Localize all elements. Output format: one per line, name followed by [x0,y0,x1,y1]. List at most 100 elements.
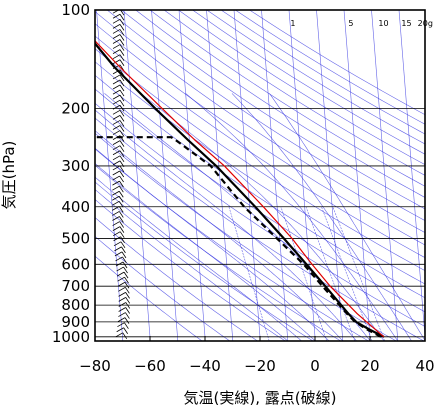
wind-barb-flag [118,206,124,213]
wind-barb-flag [119,59,125,66]
moist-adiabat-line [269,93,425,341]
wind-barb [114,251,123,257]
wind-barb [112,226,121,231]
wind-barb-flag [119,216,124,223]
dry-adiabat-line [121,10,425,210]
wind-barbs [111,10,131,340]
wind-barb-flag [124,276,129,284]
wind-barb-flag [119,24,125,31]
mixing-ratio-label: 1 [290,19,295,28]
moist-adiabat-line [95,130,344,341]
wind-barb [112,130,121,135]
wind-barb-flag [119,115,125,122]
wind-barb-flag [125,292,130,299]
wind-barb [112,39,121,44]
x-tick-label: 40 [415,357,434,375]
wind-barb-flag [124,287,130,294]
wind-barb [112,18,121,24]
wind-barb-flag [121,251,127,259]
wind-barb [118,297,126,302]
dry-adiabat-line [95,117,425,341]
wind-barb [114,246,122,252]
wind-barb [112,160,121,166]
wind-barb [112,89,121,95]
wind-barb [112,54,121,60]
wind-barb [111,200,120,206]
wind-barb-flag [124,322,129,329]
wind-barb-flag [119,120,125,127]
wind-barb [112,24,121,29]
y-tick-label: 600 [61,255,90,273]
dry-adiabat-line [95,88,425,313]
wind-barb-flag [119,140,125,147]
wind-barb [112,94,121,100]
wind-barb [112,120,121,125]
wind-barb [112,170,120,176]
wind-barb-flag [119,231,125,238]
wind-barb-flag [119,110,125,117]
moist-adiabat-line [95,176,302,341]
wind-barb [112,125,121,130]
wind-barb [112,79,121,85]
mixing-ratio-line [321,206,373,341]
isotherm-line [343,10,371,341]
mixing-ratio-label: 20g [418,19,433,28]
wind-barb-flag [119,89,125,97]
wind-barb-flag [118,201,124,208]
dry-adiabat-line [178,10,425,165]
wind-barb-flag [119,84,125,92]
wind-barb-flag [119,130,125,137]
wind-barb-flag [119,19,125,26]
wind-barb-flag [119,34,125,41]
wind-barb-flag [121,246,126,254]
wind-barb-flag [119,94,125,102]
wind-barb-flag [119,170,125,178]
y-tick-label: 700 [61,277,90,295]
moist-adiabat-line [185,93,399,341]
wind-barb [112,206,120,211]
wind-barb-flag [125,307,130,314]
wind-barb [112,180,120,186]
wind-barb [115,332,123,338]
y-tick-label: 400 [61,198,90,216]
grid-layer [95,10,425,341]
wind-barb [116,266,124,272]
x-tick-label: −20 [244,357,276,375]
mixing-ratio-label: 10 [378,19,388,28]
wind-barb [112,145,121,151]
temperature-profile-line [95,41,385,338]
wind-barb [112,115,121,120]
wind-barb [115,261,124,267]
y-axis-title: 気圧(hPa) [0,141,18,210]
wind-barb-flag [119,29,125,36]
wind-barb-flag [119,79,125,87]
isotherm-line [206,10,234,341]
dry-adiabat-line [95,23,425,246]
dry-adiabat-line [135,10,425,198]
wind-barb [112,216,120,221]
tick-labels: 1 5 10 15 20g1002003004005006007008009001000… [52,1,435,375]
wind-barb-flag [122,332,128,340]
wind-barb [112,29,121,34]
dry-adiabat-line [107,10,425,221]
parcel-profile-line [95,39,385,338]
wind-barb [113,231,121,237]
wind-barb-flag [119,105,125,112]
dry-adiabat-line [95,255,203,341]
wind-barb [112,49,121,54]
x-tick-label: 0 [310,357,320,375]
wind-barb [116,327,124,333]
wind-barb-flag [119,180,124,188]
x-tick-label: 20 [360,357,379,375]
wind-barb-flag [119,145,125,152]
isotherm-line [398,10,425,341]
wind-barb-flag [119,221,124,228]
y-tick-label: 800 [61,296,90,314]
dry-adiabat-line [95,164,341,341]
wind-barb-flag [123,266,128,274]
wind-barb [118,302,126,307]
wind-barb [112,195,120,201]
wind-barb [112,140,121,146]
wind-barb [112,175,120,181]
wind-barb-flag [119,226,125,233]
